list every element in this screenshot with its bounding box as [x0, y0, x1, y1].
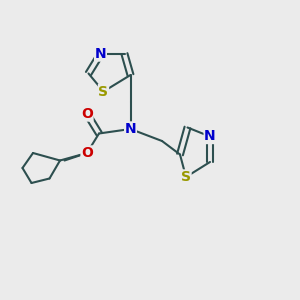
Text: N: N [125, 122, 136, 136]
Text: O: O [81, 107, 93, 121]
Text: O: O [81, 146, 93, 160]
Text: S: S [98, 85, 109, 98]
Text: N: N [204, 130, 216, 143]
Text: S: S [181, 170, 191, 184]
Text: N: N [95, 47, 106, 61]
